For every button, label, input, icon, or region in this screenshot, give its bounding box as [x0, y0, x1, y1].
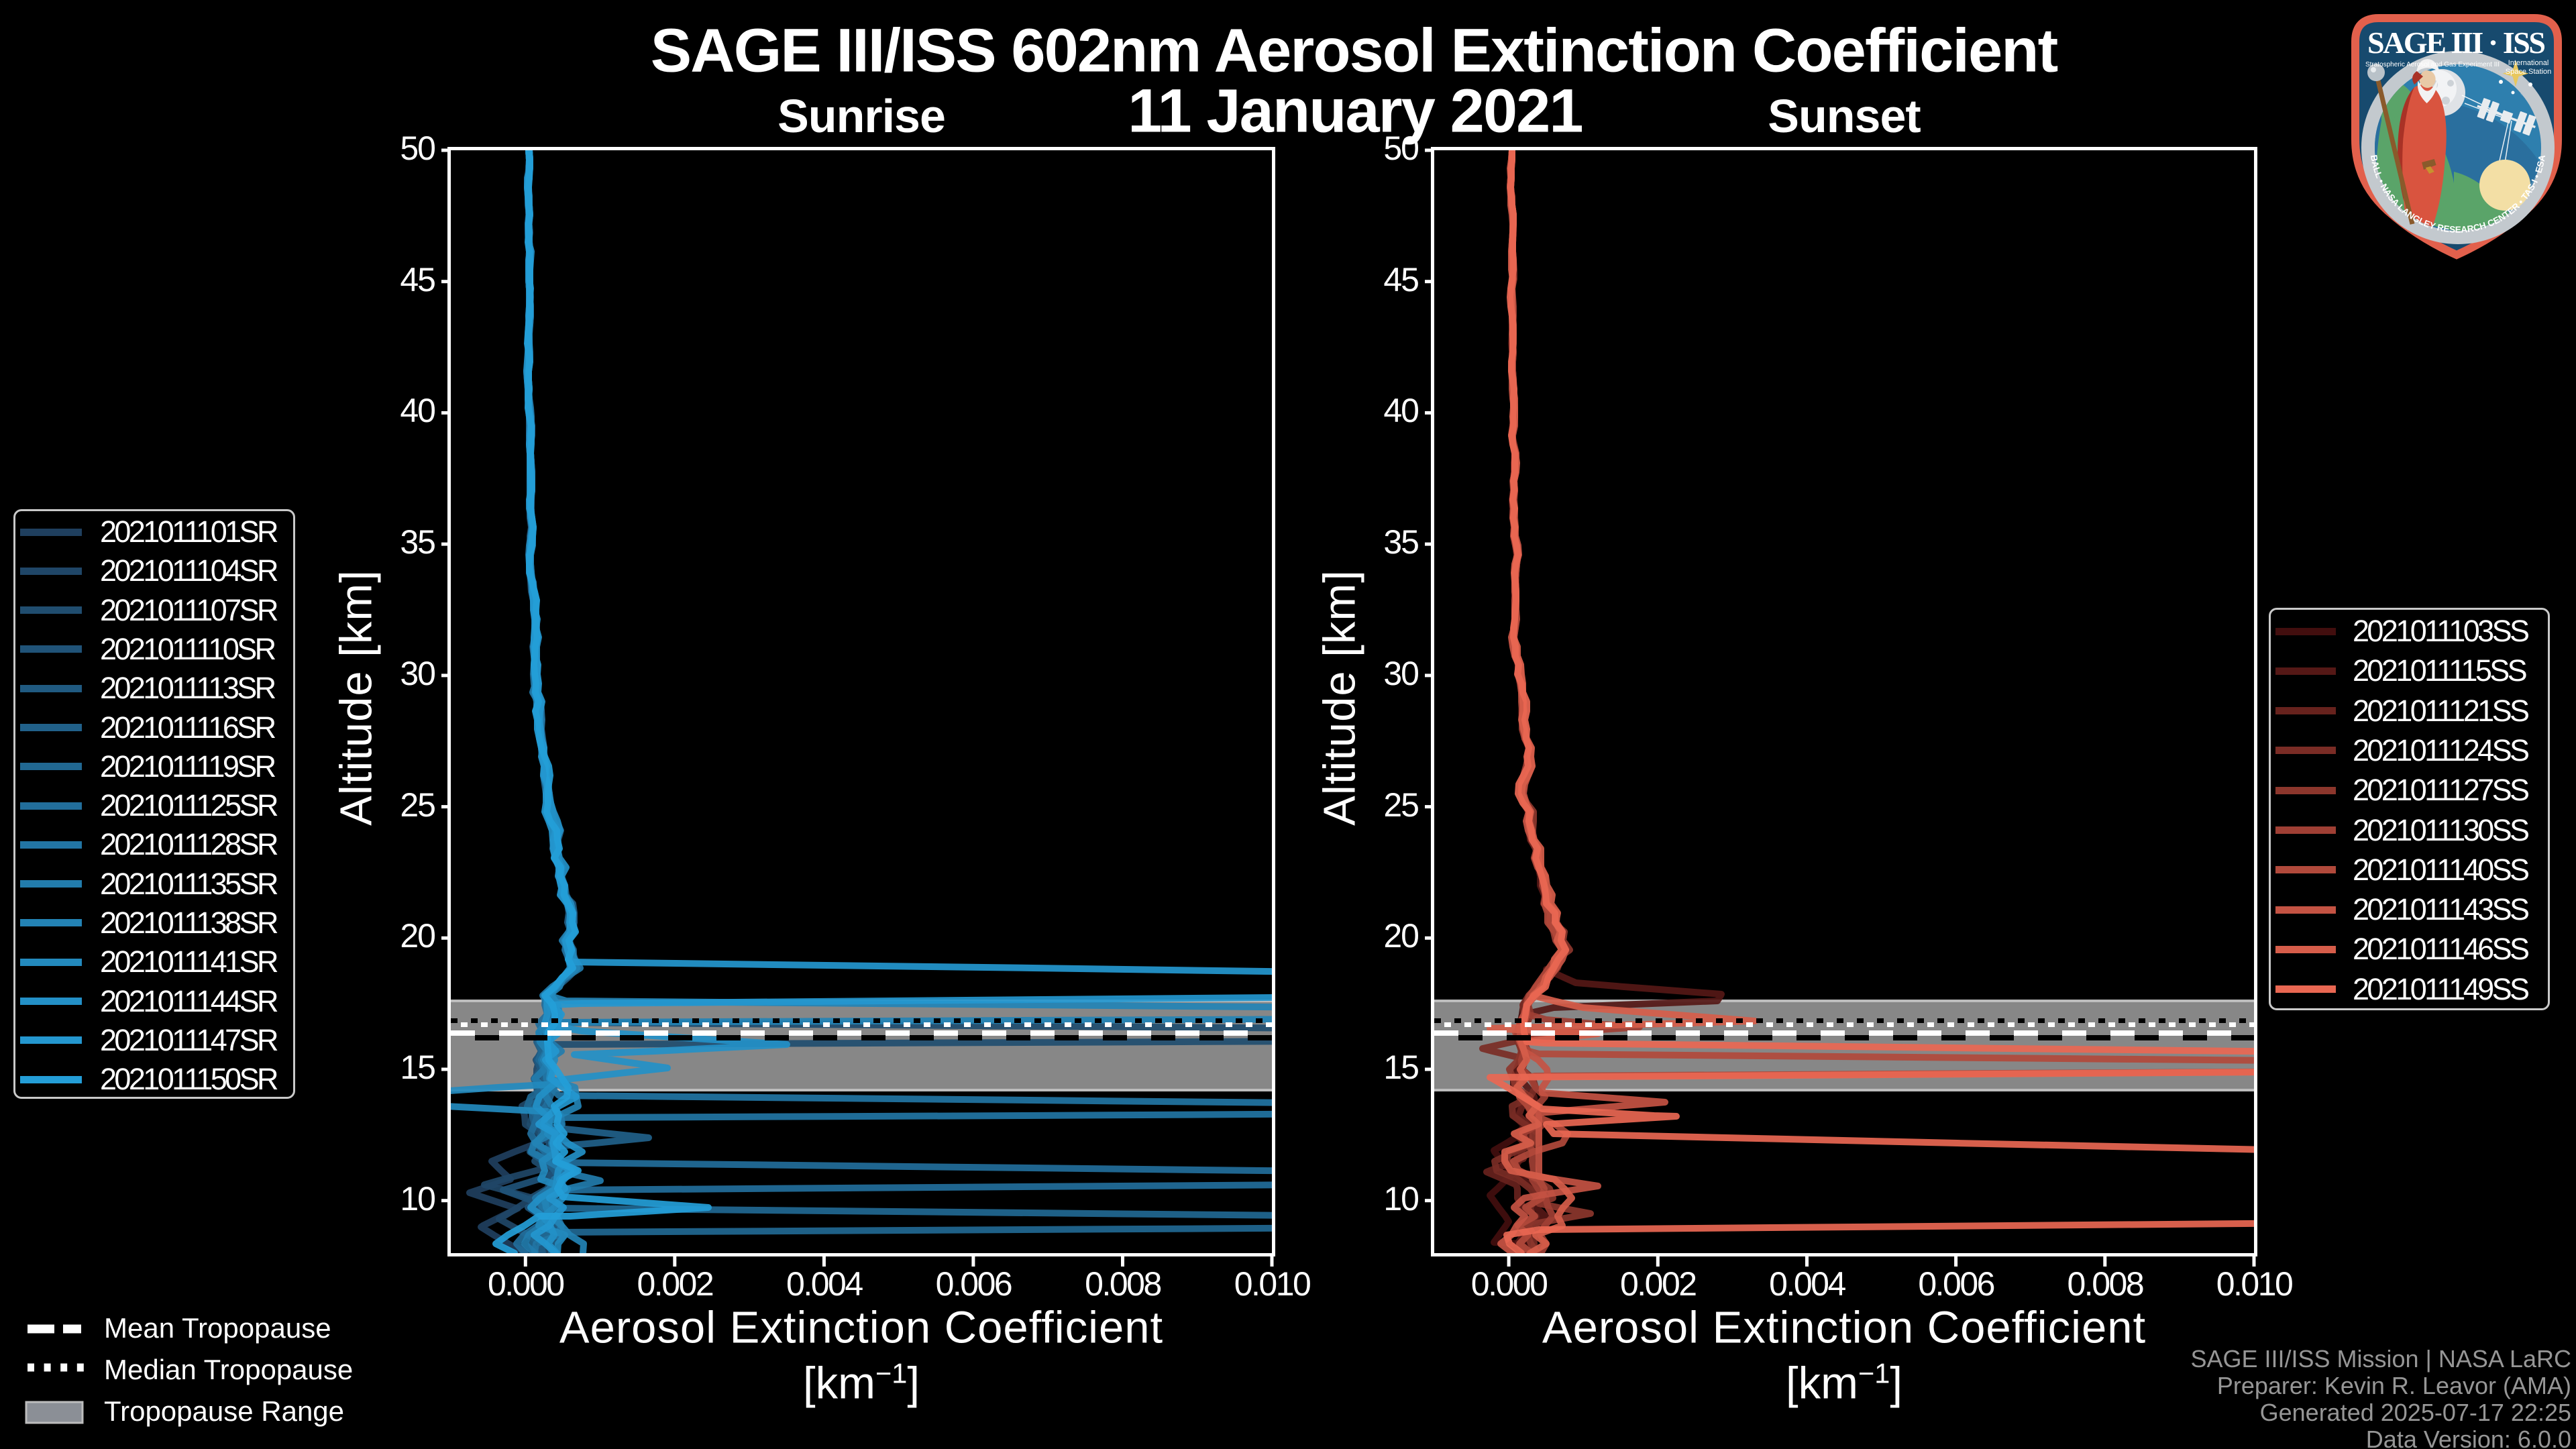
svg-text:SAGE III · ISS: SAGE III · ISS	[2367, 25, 2546, 60]
svg-text:International: International	[2508, 59, 2549, 67]
svg-text:Space Station: Space Station	[2506, 68, 2552, 76]
svg-text:Stratospheric Aerosol and Gas: Stratospheric Aerosol and Gas Experiment…	[2365, 61, 2500, 68]
